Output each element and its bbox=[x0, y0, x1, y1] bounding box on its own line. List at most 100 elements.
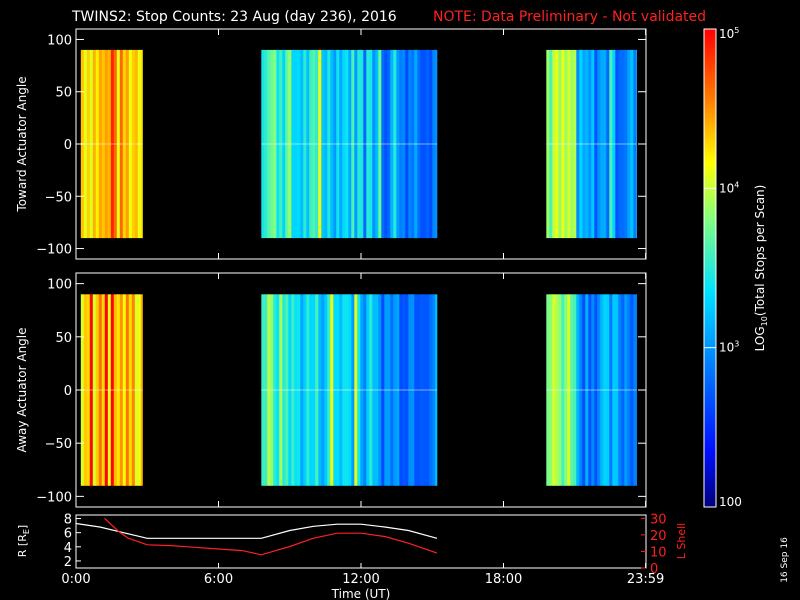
away-panel-stripe bbox=[435, 294, 438, 486]
away-panel-stripe bbox=[618, 294, 622, 486]
toward-panel-segment-1 bbox=[261, 49, 438, 239]
away-panel-stripe bbox=[357, 294, 361, 486]
toward-panel-stripe bbox=[570, 49, 574, 239]
toward-panel-stripe bbox=[92, 49, 97, 239]
colorbar-tick-label: 103 bbox=[719, 340, 739, 355]
away-panel-stripe bbox=[375, 294, 379, 486]
away-panel-stripe bbox=[393, 294, 397, 486]
toward-panel-stripe bbox=[366, 49, 370, 239]
toward-panel-stripe bbox=[267, 49, 271, 239]
toward-panel-stripe bbox=[119, 49, 124, 239]
toward-panel-stripe bbox=[128, 49, 133, 239]
away-panel-stripe bbox=[429, 294, 433, 486]
orbit-left-ytick-label: 8 bbox=[64, 513, 72, 528]
toward-panel-stripe bbox=[95, 49, 100, 239]
toward-panel-stripe bbox=[288, 49, 292, 239]
toward-panel-stripe bbox=[411, 49, 415, 239]
away-panel-stripe bbox=[552, 294, 556, 486]
away-panel-stripe bbox=[369, 294, 373, 486]
toward-ylabel: Toward Actuator Angle bbox=[15, 76, 29, 212]
toward-panel-stripe bbox=[351, 49, 355, 239]
toward-panel-stripe bbox=[101, 49, 106, 239]
toward-panel-stripe bbox=[291, 49, 295, 239]
toward-panel-stripe bbox=[315, 49, 319, 239]
orbit-right-ytick-label: 20 bbox=[650, 529, 667, 544]
orbit-left-ytick-label: 2 bbox=[64, 555, 72, 570]
away-panel-stripe bbox=[264, 294, 268, 486]
away-panel-stripe bbox=[414, 294, 418, 486]
toward-panel-stripe bbox=[285, 49, 289, 239]
away-panel-stripe bbox=[300, 294, 304, 486]
toward-panel-stripe bbox=[582, 49, 586, 239]
away-panel-stripe bbox=[137, 294, 142, 486]
toward-panel-stripe bbox=[297, 49, 301, 239]
away-panel-stripe bbox=[116, 294, 121, 486]
toward-panel-stripe bbox=[357, 49, 361, 239]
away-panel-stripe bbox=[564, 294, 568, 486]
date-stamp: 16 Sep 16 bbox=[780, 537, 790, 583]
away-panel-stripe bbox=[92, 294, 97, 486]
away-panel-stripe bbox=[546, 294, 550, 486]
away-panel-stripe bbox=[372, 294, 376, 486]
orbit-left-ytick-label: 4 bbox=[64, 541, 72, 556]
toward-panel-stripe bbox=[324, 49, 328, 239]
away-panel-stripe bbox=[381, 294, 385, 486]
toward-panel-stripe bbox=[579, 49, 583, 239]
toward-panel-stripe bbox=[600, 49, 604, 239]
away-panel-stripe bbox=[342, 294, 346, 486]
colorbar-gradient bbox=[703, 28, 717, 508]
toward-panel-stripe bbox=[375, 49, 379, 239]
toward-panel: −100 −50 0 50 100 Toward Actuator Angle bbox=[15, 28, 647, 260]
away-panel-stripe bbox=[384, 294, 388, 486]
orbit-series-l-shell bbox=[104, 517, 438, 556]
toward-panel-stripe bbox=[588, 49, 592, 239]
away-panel-stripe bbox=[291, 294, 295, 486]
away-panel-ytick-label: 50 bbox=[55, 331, 72, 346]
toward-panel-segment-0 bbox=[80, 49, 143, 239]
toward-panel-stripe bbox=[573, 49, 577, 239]
orbit-xlabel: Time (UT) bbox=[331, 587, 391, 600]
toward-panel-stripe bbox=[312, 49, 316, 239]
away-panel-stripe bbox=[606, 294, 610, 486]
colorbar-tick-label: 105 bbox=[719, 26, 739, 41]
away-panel-stripe bbox=[345, 294, 349, 486]
toward-panel-stripe bbox=[107, 49, 112, 239]
orbit-left-label: R [RE] bbox=[16, 525, 31, 557]
orbit-right-ytick-label: 0 bbox=[650, 562, 658, 577]
toward-panel-stripe bbox=[333, 49, 337, 239]
toward-panel-stripe bbox=[369, 49, 373, 239]
away-panel-stripe bbox=[585, 294, 589, 486]
away-panel-stripe bbox=[591, 294, 595, 486]
away-panel-stripe bbox=[330, 294, 334, 486]
toward-panel-stripe bbox=[426, 49, 430, 239]
toward-panel-stripe bbox=[567, 49, 571, 239]
toward-panel-stripe bbox=[140, 49, 143, 239]
toward-panel-stripe bbox=[294, 49, 298, 239]
away-panel-stripe bbox=[558, 294, 562, 486]
away-panel-stripe bbox=[366, 294, 370, 486]
toward-panel-stripe bbox=[273, 49, 277, 239]
toward-panel-stripe bbox=[131, 49, 136, 239]
away-panel-stripe bbox=[110, 294, 115, 486]
away-panel-stripe bbox=[348, 294, 352, 486]
away-panel-stripe bbox=[402, 294, 406, 486]
colorbar-tick-label: 100 bbox=[719, 495, 742, 509]
toward-panel-stripe bbox=[621, 49, 625, 239]
toward-panel-segment-2 bbox=[546, 49, 637, 239]
away-panel-stripe bbox=[360, 294, 364, 486]
toward-panel-stripe bbox=[603, 49, 607, 239]
toward-panel-stripe bbox=[104, 49, 109, 239]
away-panel-stripe bbox=[387, 294, 391, 486]
toward-panel-stripe bbox=[300, 49, 304, 239]
away-panel-stripe bbox=[405, 294, 409, 486]
orbit-xtick-label: 6:00 bbox=[204, 572, 233, 587]
toward-panel-stripe bbox=[83, 49, 88, 239]
toward-panel-stripe bbox=[282, 49, 286, 239]
orbit-xtick-label: 12:00 bbox=[342, 572, 379, 587]
away-panel-stripe bbox=[561, 294, 565, 486]
away-panel-stripe bbox=[567, 294, 571, 486]
away-panel-stripe bbox=[324, 294, 328, 486]
orbit-right-ytick-label: 10 bbox=[650, 545, 667, 560]
away-panel-stripe bbox=[576, 294, 580, 486]
